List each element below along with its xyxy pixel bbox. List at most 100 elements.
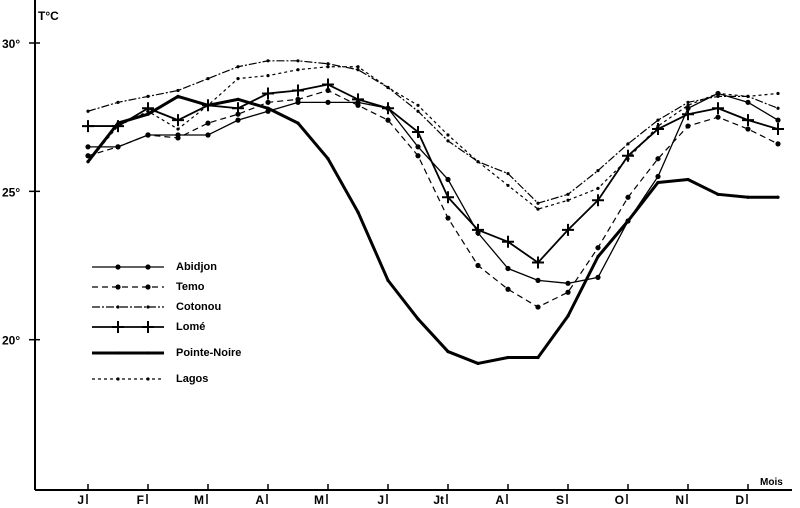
data-point-cotonou bbox=[326, 62, 330, 66]
data-point-lagos bbox=[626, 157, 630, 161]
data-point-abidjon bbox=[535, 277, 541, 283]
data-point-abidjon bbox=[325, 99, 331, 105]
data-point-temo bbox=[145, 132, 151, 138]
series-group bbox=[82, 59, 784, 366]
data-point-pointe-noire bbox=[116, 121, 120, 125]
series-line-lom- bbox=[88, 83, 779, 264]
legend-item-lom-: Lomé bbox=[92, 321, 205, 333]
series-lom- bbox=[82, 78, 784, 269]
data-point-abidjon bbox=[505, 265, 511, 272]
series-line-abidjon bbox=[88, 92, 779, 284]
data-point-lom- bbox=[172, 114, 184, 127]
legend-marker bbox=[142, 321, 154, 333]
data-point-lom- bbox=[82, 120, 94, 133]
data-point-pointe-noire bbox=[296, 121, 300, 125]
x-tick-label: A bbox=[495, 493, 504, 507]
data-point-temo bbox=[655, 156, 661, 162]
data-point-lagos bbox=[596, 186, 600, 190]
data-point-lagos bbox=[266, 74, 270, 78]
legend-marker bbox=[146, 377, 150, 381]
data-point-pointe-noire bbox=[446, 349, 450, 354]
legend-label: Temo bbox=[176, 281, 205, 293]
y-tick-label: 25° bbox=[2, 185, 20, 199]
data-point-lagos bbox=[176, 127, 180, 131]
data-point-pointe-noire bbox=[746, 195, 750, 199]
data-point-lom- bbox=[352, 93, 364, 106]
data-point-cotonou bbox=[596, 168, 600, 173]
data-point-cotonou bbox=[566, 192, 570, 196]
y-axis-label: T°C bbox=[38, 9, 59, 23]
data-point-lagos bbox=[656, 124, 660, 128]
data-point-lagos bbox=[386, 85, 390, 90]
data-point-cotonou bbox=[176, 88, 180, 93]
data-point-temo bbox=[385, 117, 391, 123]
data-point-lagos bbox=[236, 77, 240, 81]
x-tick-label: M bbox=[194, 493, 204, 507]
data-point-lagos bbox=[116, 124, 120, 128]
data-point-lagos bbox=[416, 103, 420, 107]
data-point-cotonou bbox=[506, 171, 510, 176]
data-point-lagos bbox=[296, 68, 300, 72]
data-point-temo bbox=[535, 304, 541, 310]
data-point-abidjon bbox=[655, 173, 661, 180]
legend-label: Lomé bbox=[176, 321, 205, 333]
data-point-lagos bbox=[86, 160, 90, 164]
series-lagos bbox=[86, 65, 780, 211]
series-line-cotonou bbox=[87, 60, 779, 204]
data-point-pointe-noire bbox=[326, 157, 330, 161]
x-tick-label: F bbox=[137, 493, 144, 507]
series-line-temo bbox=[87, 89, 779, 308]
x-tick-label: D bbox=[735, 493, 744, 507]
data-point-pointe-noire bbox=[146, 112, 150, 116]
data-point-pointe-noire bbox=[386, 278, 390, 282]
data-point-lom- bbox=[712, 102, 724, 115]
data-point-temo bbox=[625, 194, 631, 200]
data-point-temo bbox=[475, 262, 481, 269]
data-point-pointe-noire bbox=[506, 355, 510, 360]
data-point-lom- bbox=[412, 126, 424, 139]
data-point-lagos bbox=[716, 91, 720, 96]
data-point-cotonou bbox=[686, 100, 690, 104]
data-point-temo bbox=[175, 135, 181, 141]
y-tick-label: 30° bbox=[2, 37, 20, 51]
legend-label: Pointe-Noire bbox=[176, 347, 241, 359]
data-point-lom- bbox=[502, 235, 514, 248]
data-point-lom- bbox=[472, 223, 484, 236]
data-point-abidjon bbox=[595, 274, 601, 280]
data-point-temo bbox=[595, 245, 601, 251]
x-tick-label: J bbox=[77, 493, 84, 507]
legend-marker bbox=[145, 284, 151, 290]
legend-item-lagos: Lagos bbox=[92, 373, 208, 385]
legend-marker bbox=[115, 284, 121, 290]
data-point-abidjon bbox=[85, 144, 91, 150]
data-point-abidjon bbox=[565, 280, 571, 286]
data-point-lom- bbox=[292, 84, 304, 97]
series-cotonou bbox=[86, 59, 780, 205]
data-point-cotonou bbox=[146, 94, 150, 99]
data-point-lagos bbox=[356, 65, 360, 69]
data-point-cotonou bbox=[776, 106, 780, 110]
data-point-lom- bbox=[772, 123, 784, 136]
data-point-temo bbox=[85, 153, 91, 159]
x-tick-label: S bbox=[556, 493, 564, 507]
data-point-abidjon bbox=[445, 176, 451, 183]
data-point-pointe-noire bbox=[236, 97, 240, 101]
data-point-abidjon bbox=[205, 132, 211, 138]
data-point-pointe-noire bbox=[776, 195, 780, 199]
data-point-lom- bbox=[382, 102, 394, 115]
y-ticks: 30° 25° 20° bbox=[2, 37, 40, 348]
x-axis-label: Mois bbox=[760, 477, 783, 488]
data-point-cotonou bbox=[236, 65, 240, 69]
data-point-lom- bbox=[592, 194, 604, 207]
data-point-cotonou bbox=[446, 139, 450, 143]
data-point-temo bbox=[205, 120, 211, 126]
data-point-lom- bbox=[682, 108, 694, 121]
legend-marker bbox=[146, 305, 150, 309]
data-point-temo bbox=[415, 153, 421, 159]
data-point-cotonou bbox=[416, 109, 420, 113]
data-point-cotonou bbox=[656, 118, 660, 122]
data-point-cotonou bbox=[536, 201, 540, 205]
data-point-lom- bbox=[262, 87, 274, 100]
data-point-lagos bbox=[746, 94, 750, 99]
